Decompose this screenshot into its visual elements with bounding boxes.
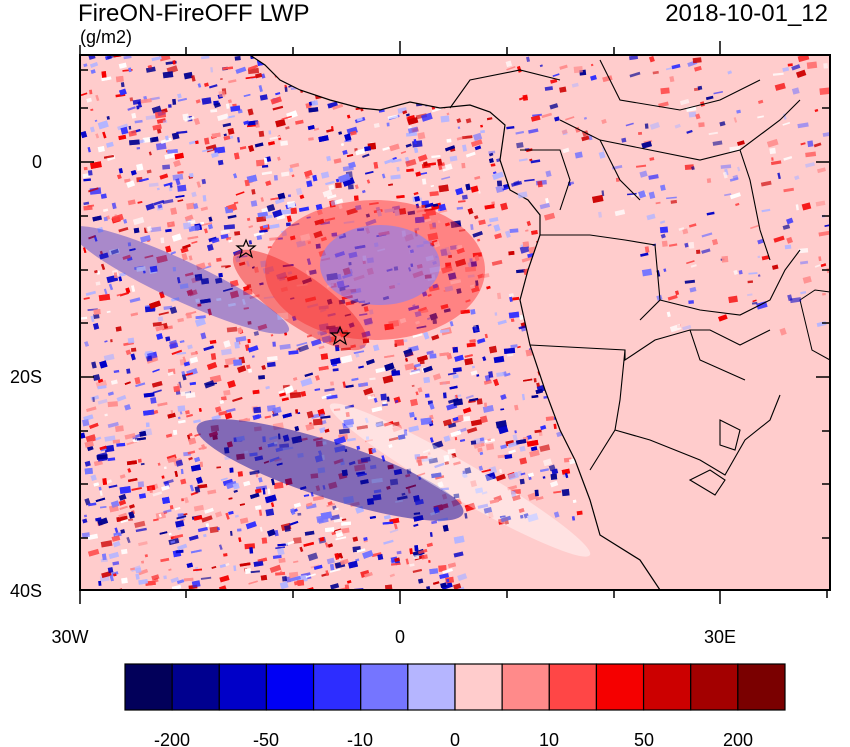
land-masses [248, 55, 830, 590]
colorbar-label: 50 [634, 730, 654, 747]
country-borders [449, 59, 801, 496]
colorbar-swatch [407, 663, 456, 711]
colorbar-swatch [218, 663, 268, 711]
colorbar-swatch [595, 663, 645, 711]
lat-label: 40S [10, 581, 42, 601]
colorbar-swatch [501, 663, 550, 711]
colorbar-label: -50 [253, 730, 279, 747]
lat-label: 20S [10, 367, 42, 387]
colorbar-swatch [312, 663, 362, 711]
timestamp-label: 2018-10-01_12 [665, 0, 828, 27]
map-panel [80, 55, 830, 590]
colorbar-swatch [548, 663, 598, 711]
africa-landmass [248, 55, 830, 590]
colorbar-labels: -200 -50 -10 0 10 50 200 [154, 730, 753, 747]
map-title: FireON-FireOFF LWP [78, 0, 310, 27]
star-marker [235, 238, 257, 259]
colorbar-swatch [690, 663, 739, 711]
markers [235, 238, 351, 346]
colorbar-swatch [642, 663, 692, 711]
colorbar-label: -200 [154, 730, 190, 747]
colorbar-swatch [454, 663, 503, 711]
lon-label: 0 [395, 627, 405, 647]
axis-ticks [79, 41, 830, 604]
axis-labels: 0 20S 40S 30W 0 30E [10, 152, 736, 647]
colorbar-swatch [737, 663, 786, 711]
lon-label: 30E [704, 627, 736, 647]
colorbar-swatch [171, 663, 220, 711]
colorbar-swatch [124, 663, 173, 711]
colorbar-swatch [265, 663, 315, 711]
colorbar-label: 0 [450, 730, 460, 747]
lwp-patches [80, 200, 591, 557]
colorbar-swatch [360, 663, 409, 711]
colorbar-label: 10 [539, 730, 559, 747]
land-difference-field [505, 55, 830, 336]
lon-label: 30W [51, 627, 88, 647]
lat-label: 0 [32, 152, 42, 172]
colorbar-label: 200 [723, 730, 753, 747]
colorbar-label: -10 [347, 730, 373, 747]
star-marker [329, 325, 351, 346]
units-label: (g/m2) [80, 27, 133, 47]
colorbar [124, 663, 786, 711]
